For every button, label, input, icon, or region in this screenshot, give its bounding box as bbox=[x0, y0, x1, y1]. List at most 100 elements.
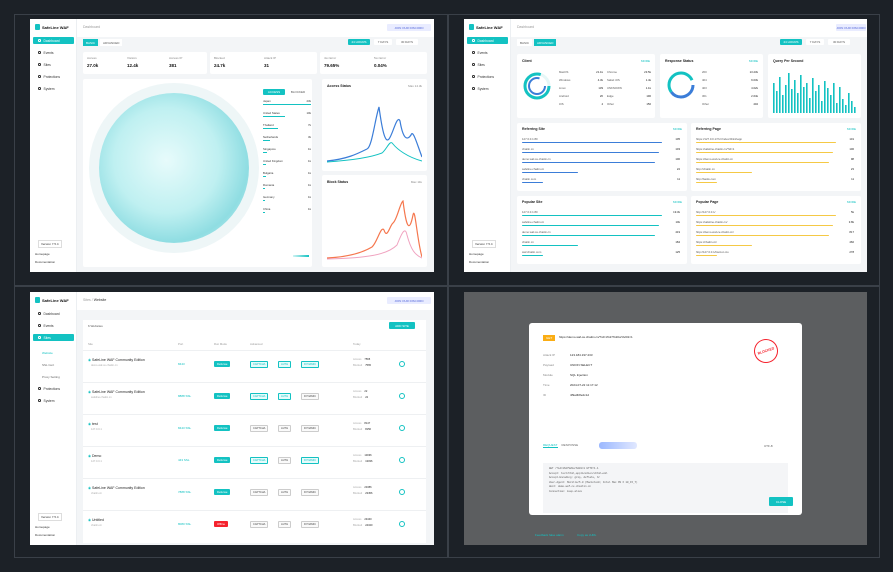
encoding-select[interactable]: UTF-8 bbox=[764, 444, 773, 448]
table-row[interactable]: ◉ Untitled chaitin.cn 8080 SSL Offline C… bbox=[83, 510, 426, 538]
row-action-icon[interactable] bbox=[399, 393, 405, 399]
documentation-link[interactable]: Documentation bbox=[35, 260, 56, 264]
nav-events[interactable]: Events bbox=[33, 322, 74, 329]
range-30d[interactable]: 30 DAYS bbox=[828, 39, 850, 45]
run-mode-badge[interactable]: Defense bbox=[214, 489, 231, 495]
nav-website[interactable]: Website bbox=[42, 351, 53, 355]
documentation-link[interactable]: Documentation bbox=[469, 260, 490, 264]
run-mode-badge[interactable]: Defense bbox=[214, 393, 231, 399]
captcha-chip[interactable]: CAPTCHA bbox=[250, 425, 269, 432]
nav-protections[interactable]: Protections bbox=[33, 73, 74, 80]
homepage-link[interactable]: Homepage bbox=[35, 252, 50, 256]
run-mode-badge[interactable]: Defense bbox=[214, 361, 231, 367]
refpage-more-link[interactable]: MORE bbox=[847, 127, 856, 131]
dynamic-chip[interactable]: DYNAMIC bbox=[301, 361, 319, 368]
nav-proxy[interactable]: Proxy Setting bbox=[42, 375, 60, 379]
run-mode-badge[interactable]: Offline bbox=[214, 521, 229, 527]
request-url: https://demo.waf-ce.chaitin.cn/?id=1%27%… bbox=[559, 335, 633, 339]
nav-events[interactable]: Events bbox=[467, 49, 508, 56]
nav-protections[interactable]: Protections bbox=[467, 73, 508, 80]
nav-sites[interactable]: Sites bbox=[33, 334, 74, 341]
range-7d[interactable]: 7 DAYS bbox=[374, 39, 392, 45]
run-mode-badge[interactable]: Defense bbox=[214, 425, 231, 431]
nav-system[interactable]: System bbox=[33, 85, 74, 92]
breadcrumb: Dashboard bbox=[517, 25, 535, 29]
homepage-link[interactable]: Homepage bbox=[469, 252, 484, 256]
discord-button[interactable]: JOIN OUR DISCORD bbox=[387, 24, 431, 31]
nav-sites[interactable]: Sites bbox=[33, 61, 74, 68]
row-action-icon[interactable] bbox=[399, 361, 405, 367]
captcha-chip[interactable]: CAPTCHA bbox=[250, 361, 269, 368]
nav-protections[interactable]: Protections bbox=[33, 385, 74, 392]
table-row[interactable]: ◉ test 127.0.0.1 8443 SSL Defense CAPTCH… bbox=[83, 414, 426, 442]
col-runmode: Run Mode bbox=[214, 342, 227, 346]
dynamic-chip[interactable]: DYNAMIC bbox=[301, 425, 319, 432]
globe-icon: ◉ bbox=[88, 390, 93, 394]
nav-ssl[interactable]: SSL Cert bbox=[42, 363, 55, 367]
refsite-more-link[interactable]: MORE bbox=[673, 127, 682, 131]
nav-events[interactable]: Events bbox=[33, 49, 74, 56]
homepage-link[interactable]: Homepage bbox=[35, 525, 50, 529]
country-bar bbox=[263, 140, 271, 141]
nav-system[interactable]: System bbox=[33, 397, 74, 404]
field-label: Attack IP bbox=[543, 353, 556, 357]
captcha-chip[interactable]: CAPTCHA bbox=[250, 489, 269, 496]
auth-chip[interactable]: AUTH bbox=[278, 521, 292, 528]
range-24h[interactable]: 24 HOURS bbox=[348, 39, 370, 45]
auth-chip[interactable]: AUTH bbox=[278, 393, 292, 400]
country-bar bbox=[263, 128, 279, 129]
tab-basic[interactable]: BASIC bbox=[83, 39, 99, 46]
run-mode-badge[interactable]: Defense bbox=[214, 457, 231, 463]
popsite-more-link[interactable]: MORE bbox=[673, 200, 682, 204]
auth-chip[interactable]: AUTH bbox=[278, 425, 292, 432]
row-action-icon[interactable] bbox=[399, 425, 405, 431]
nav-system[interactable]: System bbox=[467, 85, 508, 92]
nav-dashboard[interactable]: Dashboard bbox=[467, 37, 508, 44]
add-site-button[interactable]: ADD SITE bbox=[389, 322, 415, 329]
captcha-chip[interactable]: CAPTCHA bbox=[250, 521, 269, 528]
dynamic-chip[interactable]: DYNAMIC bbox=[301, 457, 319, 464]
row-action-icon[interactable] bbox=[399, 489, 405, 495]
row-action-icon[interactable] bbox=[399, 521, 405, 527]
auth-chip[interactable]: AUTH bbox=[278, 361, 292, 368]
toggle-access[interactable]: ACCESS bbox=[263, 89, 285, 95]
nav-dashboard[interactable]: Dashboard bbox=[33, 310, 74, 317]
dynamic-chip[interactable]: DYNAMIC bbox=[301, 489, 319, 496]
tab-advanced[interactable]: ADVANCED bbox=[100, 39, 123, 46]
poppages-bar bbox=[696, 225, 834, 227]
client-card: Client MORE MacOS 21.1k Windows 4.3k Linux 13… bbox=[517, 54, 655, 118]
toggle-blocked[interactable]: BLOCKED bbox=[290, 90, 306, 94]
feedback-link[interactable]: Feedback false alarm bbox=[535, 533, 564, 537]
dynamic-chip[interactable]: DYNAMIC bbox=[301, 393, 319, 400]
referring-page-card: Referring Page MORE https://127.0.0.1/?s… bbox=[691, 123, 861, 191]
table-row[interactable]: ◉ SafeLine WAF Community Edition safelin… bbox=[83, 382, 426, 410]
range-24h[interactable]: 24 HOURS bbox=[780, 39, 802, 45]
copy-curl-link[interactable]: Copy as cURL bbox=[577, 533, 597, 537]
tab-response[interactable]: RESPONSE bbox=[561, 443, 579, 447]
discord-button[interactable]: JOIN OUR DISCORD bbox=[836, 24, 866, 31]
nav-sites[interactable]: Sites bbox=[467, 61, 508, 68]
client-more-link[interactable]: MORE bbox=[641, 59, 650, 63]
table-row[interactable]: ◉ SafeLine WAF Community Edition chaitin… bbox=[83, 478, 426, 506]
nav-dashboard[interactable]: Dashboard bbox=[33, 37, 74, 44]
auth-chip[interactable]: AUTH bbox=[278, 457, 292, 464]
discord-button[interactable]: JOIN OUR DISCORD bbox=[387, 297, 431, 304]
documentation-link[interactable]: Documentation bbox=[35, 533, 56, 537]
table-row[interactable]: ◉ Demo 127.0.0.1 443 SSL Defense CAPTCHA… bbox=[83, 446, 426, 474]
captcha-chip[interactable]: CAPTCHA bbox=[250, 393, 269, 400]
dynamic-chip[interactable]: DYNAMIC bbox=[301, 521, 319, 528]
tab-basic[interactable]: BASIC bbox=[517, 39, 533, 46]
response-more-link[interactable]: MORE bbox=[749, 59, 758, 63]
poppage-more-link[interactable]: MORE bbox=[847, 200, 856, 204]
auth-chip[interactable]: AUTH bbox=[278, 489, 292, 496]
captcha-chip[interactable]: CAPTCHA bbox=[250, 457, 269, 464]
close-button[interactable]: CLOSE bbox=[769, 497, 793, 506]
range-7d[interactable]: 7 DAYS bbox=[806, 39, 824, 45]
range-30d[interactable]: 30 DAYS bbox=[396, 39, 418, 45]
tab-advanced[interactable]: ADVANCED bbox=[534, 39, 557, 46]
sites-screen: SafeLine WAF Dashboard Events Sites Webs… bbox=[30, 292, 434, 545]
table-row[interactable]: ◉ SafeLine WAF Community Edition demo.wa… bbox=[83, 350, 426, 378]
row-action-icon[interactable] bbox=[399, 457, 405, 463]
version-badge: Version 7.5.4 bbox=[472, 240, 496, 248]
tab-request[interactable]: REQUEST bbox=[543, 443, 558, 448]
